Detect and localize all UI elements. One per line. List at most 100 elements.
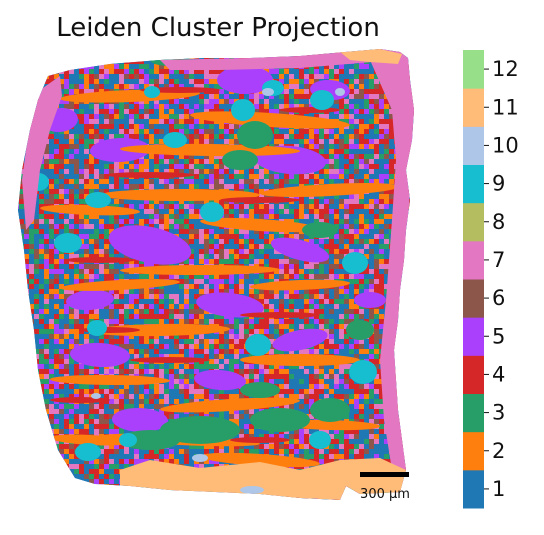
tissue-speckle (154, 304, 159, 309)
tissue-speckle (154, 314, 159, 319)
tissue-speckle (284, 324, 289, 329)
tissue-speckle (64, 74, 69, 79)
tissue-speckle (269, 329, 274, 334)
tissue-speckle (339, 244, 344, 249)
tissue-speckle (334, 129, 339, 134)
tissue-speckle (74, 224, 79, 229)
tissue-speckle (164, 114, 169, 119)
tissue-speckle (184, 349, 189, 354)
tissue-speckle (124, 294, 129, 299)
tissue-speckle (184, 184, 189, 189)
tissue-speckle (99, 184, 104, 189)
tissue-speckle (234, 344, 239, 349)
tissue-speckle (64, 269, 69, 274)
tissue-speckle (189, 239, 194, 244)
tissue-speckle (54, 299, 59, 304)
tissue-speckle (384, 229, 389, 234)
tissue-speckle (109, 134, 114, 139)
tissue-speckle (214, 249, 219, 254)
tissue-speckle (334, 174, 339, 179)
tissue-speckle (409, 284, 414, 289)
tissue-speckle (349, 314, 354, 319)
tissue-speckle (109, 224, 114, 229)
tissue-speckle (349, 274, 354, 279)
tissue-speckle (29, 279, 34, 284)
tissue-speckle (384, 209, 389, 214)
tissue-speckle (39, 244, 44, 249)
tissue-speckle (339, 224, 344, 229)
tissue-speckle (364, 104, 369, 109)
tissue-speckle (39, 79, 44, 84)
tissue-speckle (354, 229, 359, 234)
tissue-speckle (334, 319, 339, 324)
tissue-speckle (309, 294, 314, 299)
tissue-speckle (274, 139, 279, 144)
tissue-speckle (159, 349, 164, 354)
tissue-speckle (294, 174, 299, 179)
tissue-speckle (364, 144, 369, 149)
tissue-speckle (19, 329, 24, 334)
tissue-speckle (39, 269, 44, 274)
tissue-speckle (59, 304, 64, 309)
tissue-speckle (304, 79, 309, 84)
tissue-speckle (259, 259, 264, 264)
tissue-speckle (29, 59, 34, 64)
tissue-speckle (314, 179, 319, 184)
tissue-speckle (89, 134, 94, 139)
tissue-speckle (259, 204, 264, 209)
tissue-speckle (134, 314, 139, 319)
tissue-speckle (14, 229, 19, 234)
tissue-speckle (44, 279, 49, 284)
tissue-speckle (64, 309, 69, 314)
tissue-speckle (329, 304, 334, 309)
tissue-speckle (334, 159, 339, 164)
tissue-speckle (299, 134, 304, 139)
tissue-speckle (154, 54, 159, 59)
tissue-speckle (224, 44, 229, 49)
tissue-speckle (99, 169, 104, 174)
tissue-speckle (39, 49, 44, 54)
tissue-speckle (344, 154, 349, 159)
tissue-speckle (154, 124, 159, 129)
tissue-speckle (384, 224, 389, 229)
tissue-speckle (49, 224, 54, 229)
tissue-speckle (299, 299, 304, 304)
tissue-speckle (224, 179, 229, 184)
tissue-speckle (34, 319, 39, 324)
tissue-speckle (199, 134, 204, 139)
tissue-speckle (229, 324, 234, 329)
tissue-speckle (119, 274, 124, 279)
tissue-speckle (179, 159, 184, 164)
tissue-speckle (349, 174, 354, 179)
tissue-speckle (359, 279, 364, 284)
tissue-speckle (144, 314, 149, 319)
tissue-speckle (209, 254, 214, 259)
tissue-speckle (284, 299, 289, 304)
tissue-speckle (174, 49, 179, 54)
tissue-speckle (169, 319, 174, 324)
tissue-speckle (194, 124, 199, 129)
tissue-speckle (314, 319, 319, 324)
tissue-speckle (19, 199, 24, 204)
tissue-speckle (269, 209, 274, 214)
tissue-speckle (414, 184, 419, 189)
tissue-speckle (224, 284, 229, 289)
tissue-speckle (104, 49, 109, 54)
tissue-speckle (99, 114, 104, 119)
tissue-speckle (229, 54, 234, 59)
tissue-speckle (414, 344, 419, 349)
tissue-speckle (44, 54, 49, 59)
tissue-speckle (164, 319, 169, 324)
tissue-speckle (394, 44, 399, 49)
tissue-speckle (414, 234, 419, 239)
tissue-speckle (384, 119, 389, 124)
tissue-speckle (14, 84, 19, 89)
tissue-speckle (139, 79, 144, 84)
tissue-speckle (174, 299, 179, 304)
tissue-speckle (284, 94, 289, 99)
tissue-speckle (59, 344, 64, 349)
tissue-speckle (104, 74, 109, 79)
tissue-speckle (399, 339, 404, 344)
tissue-speckle (124, 129, 129, 134)
tissue-speckle (259, 174, 264, 179)
